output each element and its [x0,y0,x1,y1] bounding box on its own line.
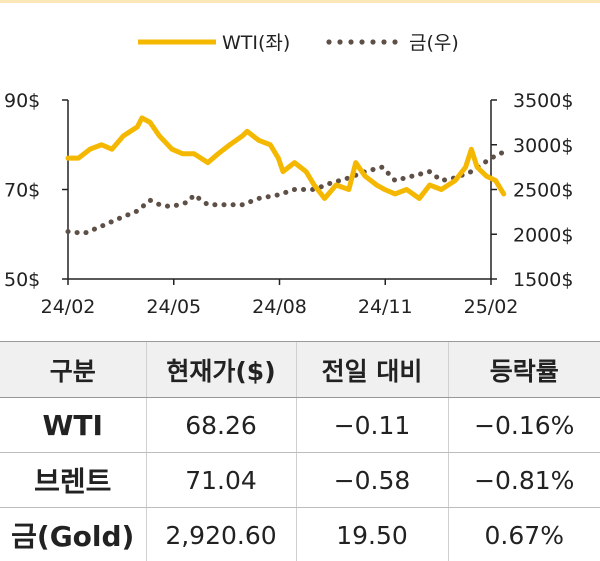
row-change: 19.50 [295,507,448,561]
legend-gold-swatch [326,39,398,45]
chart-series [65,115,507,236]
header-change: 전일 대비 [295,341,448,398]
row-name: 브렌트 [0,452,146,508]
legend-gold-dot [348,39,354,45]
legend-gold-dot [326,39,332,45]
header-category: 구분 [0,341,146,398]
row-change: −0.11 [295,397,448,453]
right-axis-tick-label: 3000$ [513,135,573,157]
legend-gold-dot [370,39,376,45]
oil-gold-chart: WTI(좌) 금(우) 50$ 70$ 90$ 1500$ 2000$ 2500$ 3000… [4,32,573,318]
right-axis-tick-label: 2000$ [513,224,573,246]
row-price: 2,920.60 [145,507,296,561]
legend-wti-label: WTI(좌) [222,32,290,54]
legend-gold-dot [337,39,343,45]
row-name: 금(Gold) [11,520,135,554]
x-axis-tick-label: 24/08 [252,296,307,318]
table-header-row: 구분 현재가($) 전일 대비 등락률 [0,341,600,398]
table-row: WTI 68.26 −0.11 −0.16% [0,397,600,453]
right-axis-tick-label: 3500$ [513,90,573,112]
row-change-rate: −0.81% [447,452,600,508]
row-name: WTI [0,397,146,453]
legend-gold-label: 금(우) [409,32,459,54]
left-axis-tick-label: 70$ [4,180,40,202]
row-change-rate: 0.67% [447,507,600,561]
left-axis-tick-label: 90$ [4,90,40,112]
header-change-rate: 등락률 [447,341,600,398]
wti-series-line [65,115,507,201]
legend-gold-dot [392,39,398,45]
x-axis-tick-label: 24/05 [146,296,201,318]
row-price: 71.04 [145,452,296,508]
left-axis-tick-label: 50$ [4,269,40,291]
legend-gold-dot [359,39,365,45]
right-axis-tick-label: 1500$ [513,269,573,291]
legend-gold-dot [381,39,387,45]
price-table: 구분 현재가($) 전일 대비 등락률 WTI 68.26 −0.11 −0.1… [0,341,600,561]
x-axis-tick-label: 25/02 [464,296,519,318]
row-change-rate: −0.16% [447,397,600,453]
row-price: 68.26 [145,397,296,453]
x-axis-tick-label: 24/02 [41,296,96,318]
gold-series-line [65,149,507,236]
table-row: 브렌트 71.04 −0.58 −0.81% [0,452,600,508]
row-change: −0.58 [295,452,448,508]
right-axis-tick-label: 2500$ [513,180,573,202]
table-row: 금(Gold) 2,920.60 19.50 0.67% [0,507,600,561]
axis-ticks: 50$ 70$ 90$ 1500$ 2000$ 2500$ 3000$ 3500$ 24/02 2… [4,90,573,318]
top-accent-line [0,0,600,3]
chart-legend: WTI(좌) 금(우) [138,32,459,54]
x-axis-tick-label: 24/11 [358,296,413,318]
header-price: 현재가($) [145,341,296,398]
